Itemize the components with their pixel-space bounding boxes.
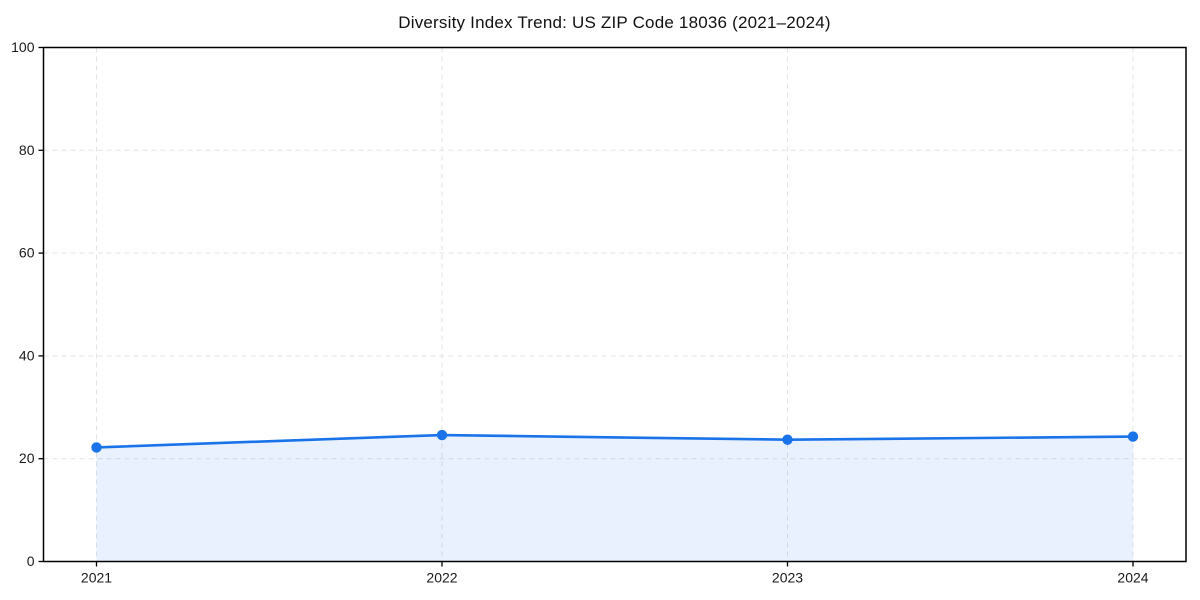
y-tick-label: 60: [19, 245, 35, 261]
y-tick-label: 0: [27, 553, 35, 569]
trend-line: [95, 433, 1135, 449]
data-point-2022: [436, 429, 448, 441]
data-point-2021: [91, 442, 102, 453]
y-tick-label: 80: [19, 142, 35, 158]
axis-frame: [42, 46, 1187, 563]
chart-title: Diversity Index Trend: US ZIP Code 18036…: [398, 13, 831, 32]
y-tick-label: 100: [11, 39, 35, 55]
data-point-2023: [782, 434, 793, 445]
x-tick-label: 2021: [81, 570, 112, 586]
x-tick-label: 2024: [1117, 570, 1148, 586]
y-tick-label: 20: [19, 450, 35, 466]
x-tick-label: 2022: [426, 570, 457, 586]
y-tick-label: 40: [19, 347, 35, 363]
area-fill: [96, 435, 1133, 562]
x-tick-label: 2023: [772, 570, 803, 586]
data-point-2024: [1127, 431, 1139, 442]
